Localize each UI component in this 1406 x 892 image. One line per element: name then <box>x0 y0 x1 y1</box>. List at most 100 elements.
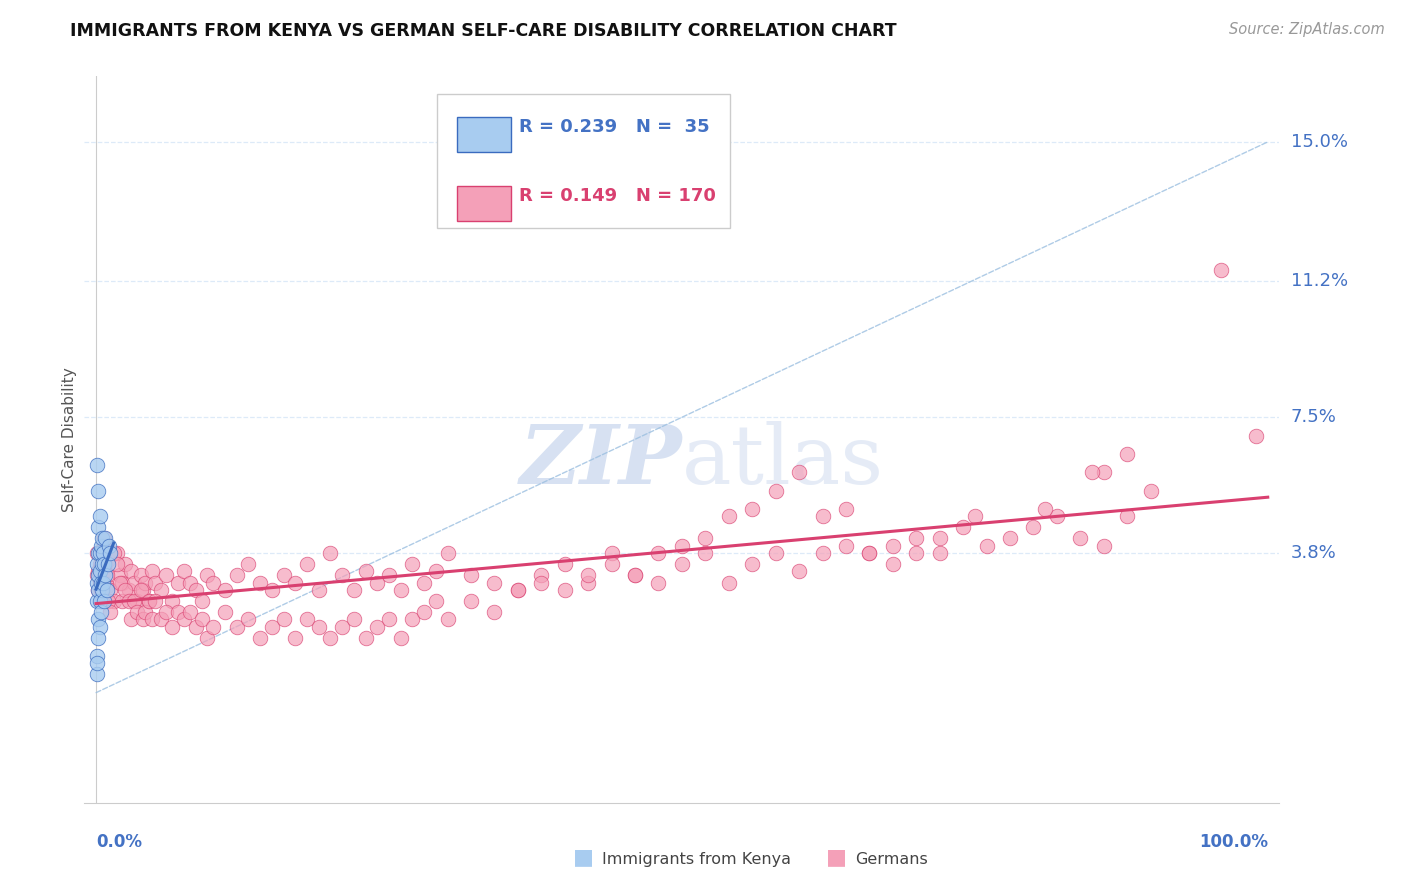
Point <box>103 546 125 560</box>
Point <box>89 546 111 560</box>
Point <box>94 532 117 546</box>
Point <box>105 546 128 560</box>
Point <box>202 575 225 590</box>
Text: Immigrants from Kenya: Immigrants from Kenya <box>602 852 790 867</box>
Point <box>202 619 225 633</box>
Point <box>173 612 195 626</box>
Point <box>86 594 108 608</box>
Point <box>94 568 117 582</box>
Point <box>179 575 201 590</box>
Point <box>506 582 529 597</box>
Point <box>91 546 114 560</box>
Point <box>835 539 858 553</box>
Point <box>295 612 318 626</box>
Point <box>413 575 436 590</box>
Text: 11.2%: 11.2% <box>1291 272 1348 291</box>
Text: ■: ■ <box>827 847 846 867</box>
Point <box>90 594 114 608</box>
Point <box>530 568 553 582</box>
Point <box>308 619 330 633</box>
Point <box>1033 502 1056 516</box>
Point <box>576 575 599 590</box>
Point <box>284 575 307 590</box>
Point <box>717 509 740 524</box>
Point <box>389 582 412 597</box>
Point <box>260 619 283 633</box>
Point <box>132 612 155 626</box>
Point <box>928 532 950 546</box>
Text: Source: ZipAtlas.com: Source: ZipAtlas.com <box>1229 22 1385 37</box>
Point <box>184 582 207 597</box>
Point <box>741 557 763 571</box>
Point <box>308 582 330 597</box>
Point <box>93 532 115 546</box>
Point <box>811 546 834 560</box>
Point <box>436 546 458 560</box>
Point <box>460 568 482 582</box>
Text: ■: ■ <box>574 847 593 867</box>
Point <box>354 631 377 645</box>
Point <box>97 553 120 567</box>
Point <box>87 546 110 560</box>
Point <box>90 582 112 597</box>
Point <box>249 631 271 645</box>
Point <box>401 612 423 626</box>
Point <box>484 575 506 590</box>
Point <box>97 594 120 608</box>
Point <box>89 509 111 524</box>
FancyBboxPatch shape <box>457 117 510 153</box>
Point <box>86 557 108 571</box>
Point <box>127 594 149 608</box>
Point <box>97 557 120 571</box>
Point <box>87 631 110 645</box>
Point <box>425 565 447 579</box>
Point <box>120 612 142 626</box>
Point <box>134 605 156 619</box>
Point <box>94 557 117 571</box>
Point <box>90 557 114 571</box>
Point <box>319 546 342 560</box>
Point <box>155 605 177 619</box>
Point <box>765 483 787 498</box>
Point <box>225 619 247 633</box>
Point <box>330 568 353 582</box>
Point <box>811 509 834 524</box>
Point <box>273 612 295 626</box>
Point <box>484 605 506 619</box>
Point <box>90 539 112 553</box>
Point <box>127 605 149 619</box>
Point <box>89 619 111 633</box>
Point <box>143 575 166 590</box>
Point <box>89 594 111 608</box>
Point <box>87 565 110 579</box>
Point <box>89 557 111 571</box>
Point <box>93 557 115 571</box>
Point <box>378 612 401 626</box>
Point <box>530 575 553 590</box>
Point <box>98 605 121 619</box>
Point <box>96 568 118 582</box>
Text: R = 0.239   N =  35: R = 0.239 N = 35 <box>519 118 710 136</box>
Point <box>167 575 190 590</box>
Point <box>120 565 142 579</box>
Point <box>103 594 125 608</box>
FancyBboxPatch shape <box>437 94 730 228</box>
Point <box>98 539 120 553</box>
Point <box>155 568 177 582</box>
Point <box>858 546 880 560</box>
Point <box>238 612 260 626</box>
Point <box>98 582 121 597</box>
Point <box>167 605 190 619</box>
Point <box>260 582 283 597</box>
Point <box>905 532 928 546</box>
Point <box>86 546 108 560</box>
Point <box>111 594 134 608</box>
Point <box>952 520 974 534</box>
Point <box>86 657 108 671</box>
Point <box>87 612 110 626</box>
Point <box>671 557 693 571</box>
Point <box>1139 483 1161 498</box>
Point <box>647 575 669 590</box>
Point <box>90 575 112 590</box>
Point <box>506 582 529 597</box>
